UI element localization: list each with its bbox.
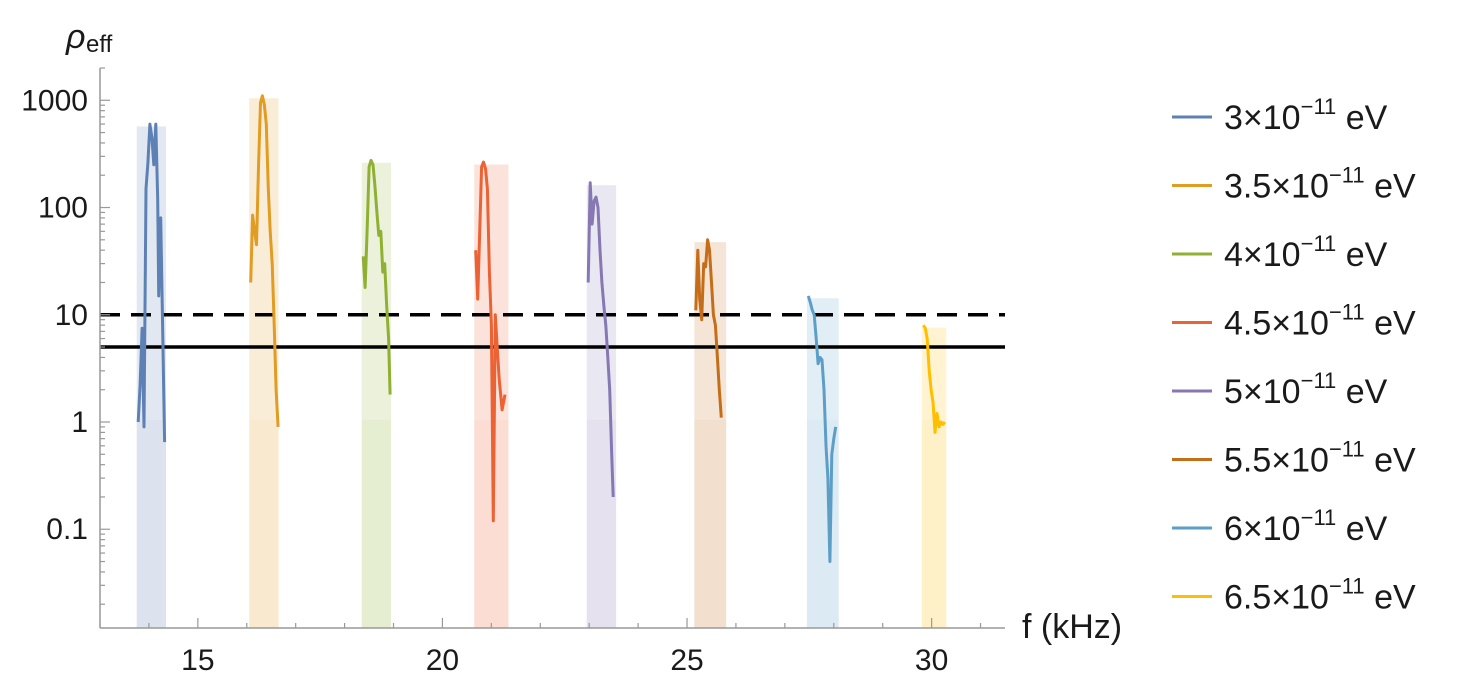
y-tick-label: 100 xyxy=(38,192,88,225)
series-line-4 xyxy=(586,181,615,498)
y-tick-label: 1 xyxy=(71,406,88,439)
axes: 15 20 25 30 0.1 1 10 100 1000 f (kHz) ρ eff xyxy=(21,18,1122,677)
y-tick-label: 1000 xyxy=(21,84,88,117)
legend-label-2: 4×10−11 eV xyxy=(1224,231,1388,274)
series-band-upper-1 xyxy=(249,98,279,420)
legend-label-0: 3×10−11 eV xyxy=(1224,94,1388,137)
y-tick-label: 10 xyxy=(55,299,88,332)
series-band-0 xyxy=(136,419,167,628)
series-line-5 xyxy=(694,238,723,418)
y-tick-label: 0.1 xyxy=(46,513,88,546)
series-line-7 xyxy=(922,324,946,434)
reference-lines xyxy=(100,313,1005,349)
legend-label-6: 6×10−11 eV xyxy=(1224,505,1388,548)
x-tick-label: 20 xyxy=(426,644,459,677)
series-line-6 xyxy=(806,295,838,563)
legend-label-3: 4.5×10−11 eV xyxy=(1224,300,1416,343)
x-tick-label: 30 xyxy=(915,644,948,677)
x-tick-label: 25 xyxy=(670,644,703,677)
series-line-3 xyxy=(474,160,507,523)
x-axis-label: f (kHz) xyxy=(1022,608,1122,646)
series-line-1 xyxy=(249,94,280,427)
y-axis-label: ρ xyxy=(65,18,85,56)
legend-label-5: 5.5×10−11 eV xyxy=(1224,437,1416,480)
series-line-2 xyxy=(361,158,392,395)
legend-label-7: 6.5×10−11 eV xyxy=(1224,574,1416,617)
legend: 3×10−11 eV 3.5×10−11 eV 4×10−11 eV 4.5×10−1… xyxy=(1172,94,1416,617)
series-group xyxy=(136,94,946,563)
y-axis-label-sub: eff xyxy=(86,31,113,58)
series-band-7 xyxy=(921,419,947,628)
legend-label-1: 3.5×10−11 eV xyxy=(1224,163,1416,206)
x-tick-label: 15 xyxy=(181,644,214,677)
series-band-1 xyxy=(249,419,279,628)
series-band-5 xyxy=(694,419,727,628)
legend-label-4: 5×10−11 eV xyxy=(1224,368,1388,411)
series-line-0 xyxy=(136,122,167,443)
series-band-6 xyxy=(806,419,839,628)
series-band-2 xyxy=(361,419,392,628)
